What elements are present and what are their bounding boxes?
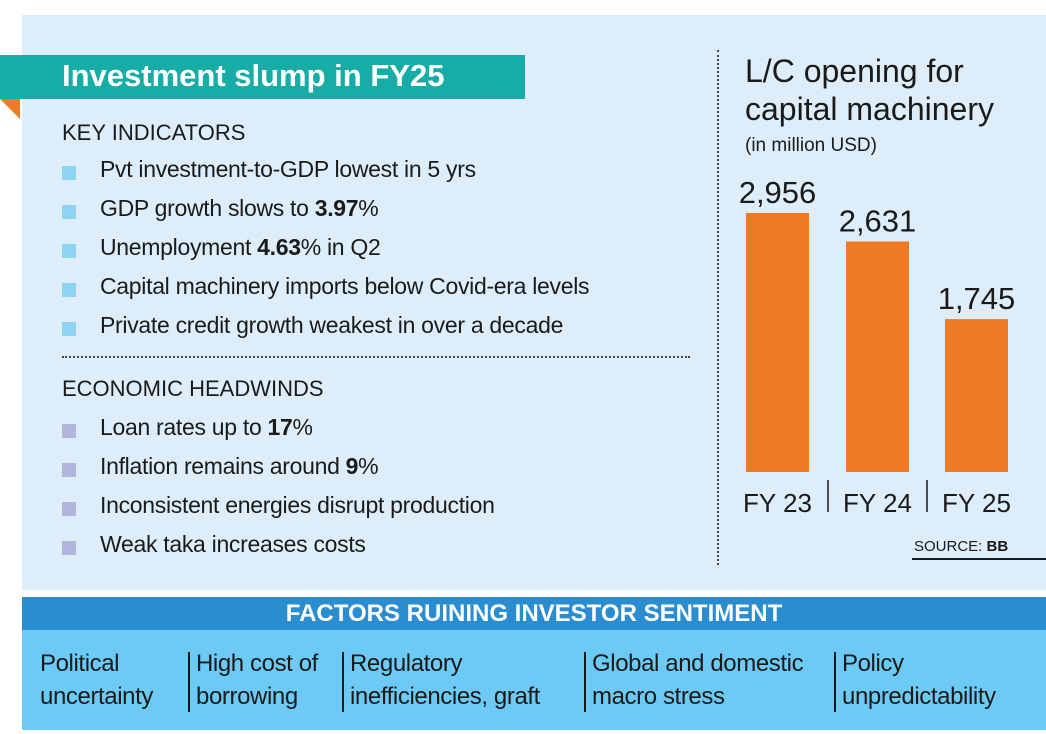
factor-separator bbox=[188, 652, 190, 712]
chart-title: L/C opening for capital machinery bbox=[745, 53, 994, 127]
bar bbox=[746, 213, 809, 472]
bullet bbox=[62, 463, 76, 477]
item-figure: 17 bbox=[267, 414, 293, 440]
source-rule bbox=[912, 558, 1046, 560]
factor-line: Global and domestic bbox=[592, 650, 804, 677]
banner-fold bbox=[0, 99, 20, 119]
bullet bbox=[62, 322, 76, 336]
item-figure: 4.63 bbox=[257, 234, 301, 260]
x-tick-label: FY 25 bbox=[942, 488, 1011, 518]
factor-line: uncertainty bbox=[40, 683, 153, 710]
factor-separator bbox=[584, 652, 586, 712]
chart: 2,956 FY 23 2,631 FY 24 1,745 FY 25 bbox=[739, 175, 1016, 518]
item-text: Loan rates up to bbox=[100, 414, 268, 440]
item-text: Inconsistent energies disrupt production bbox=[100, 492, 495, 518]
x-tick-label: FY 24 bbox=[843, 488, 912, 518]
value-label: 2,631 bbox=[839, 203, 917, 238]
factor: Policy unpredictability bbox=[842, 647, 996, 713]
item-text: GDP growth slows to bbox=[100, 195, 315, 221]
bar bbox=[945, 319, 1008, 472]
section-heading: ECONOMIC HEADWINDS bbox=[62, 376, 324, 401]
separator bbox=[717, 50, 719, 565]
title-banner bbox=[0, 55, 525, 99]
factor-line: Political bbox=[40, 650, 120, 677]
factors-heading: FACTORS RUINING INVESTOR SENTIMENT bbox=[22, 597, 1046, 630]
list-item: GDP growth slows to 3.97% bbox=[100, 195, 379, 222]
value-label: 2,956 bbox=[739, 175, 817, 210]
list-item: Capital machinery imports below Covid-er… bbox=[100, 273, 590, 300]
item-text: Pvt investment-to-GDP lowest in 5 yrs bbox=[100, 156, 476, 182]
item-text: Weak taka increases costs bbox=[100, 531, 366, 557]
item-text: Capital machinery imports below Covid-er… bbox=[100, 273, 590, 299]
factor: Regulatory inefficiencies, graft bbox=[350, 647, 540, 713]
list-item: Inconsistent energies disrupt production bbox=[100, 492, 495, 519]
item-text: % bbox=[292, 414, 313, 440]
bullet bbox=[62, 502, 76, 516]
factor-line: borrowing bbox=[196, 683, 298, 710]
item-text: % in Q2 bbox=[300, 234, 381, 260]
source-name: BB bbox=[986, 538, 1009, 555]
list-item: Unemployment 4.63% in Q2 bbox=[100, 234, 381, 261]
bullet bbox=[62, 205, 76, 219]
factor-line: Regulatory bbox=[350, 650, 463, 677]
item-text: Private credit growth weakest in over a … bbox=[100, 312, 564, 338]
x-tick-label: FY 23 bbox=[743, 488, 812, 518]
factor-line: unpredictability bbox=[842, 683, 996, 710]
value-label: 1,745 bbox=[938, 281, 1016, 316]
factors-row: Political uncertainty High cost of borrowin… bbox=[22, 630, 1046, 730]
bullet bbox=[62, 283, 76, 297]
source-label: SOURCE: bbox=[914, 538, 983, 555]
factor: Political uncertainty bbox=[40, 647, 153, 713]
item-figure: 9 bbox=[345, 453, 359, 479]
factor-separator bbox=[342, 652, 344, 712]
list-item: Private credit growth weakest in over a … bbox=[100, 312, 563, 339]
item-text: % bbox=[358, 453, 379, 479]
chart-subtitle: (in million USD) bbox=[745, 135, 877, 156]
item-text: Unemployment bbox=[100, 234, 258, 260]
item-text: % bbox=[358, 195, 379, 221]
factor: High cost of borrowing bbox=[196, 647, 318, 713]
list-item: Weak taka increases costs bbox=[100, 531, 366, 558]
list-item: Loan rates up to 17% bbox=[100, 414, 313, 441]
factor-line: inefficiencies, graft bbox=[350, 683, 540, 710]
list-item: Pvt investment-to-GDP lowest in 5 yrs bbox=[100, 156, 476, 183]
item-text: Inflation remains around bbox=[100, 453, 346, 479]
section-heading: KEY INDICATORS bbox=[62, 120, 246, 145]
factor-line: High cost of bbox=[196, 650, 318, 677]
source: SOURCE: BB bbox=[914, 538, 1008, 555]
bullet bbox=[62, 541, 76, 555]
list-item: Inflation remains around 9% bbox=[100, 453, 379, 480]
separator bbox=[62, 356, 690, 358]
title: Investment slump in FY25 bbox=[62, 58, 445, 93]
factor-line: macro stress bbox=[592, 683, 725, 710]
bullet bbox=[62, 244, 76, 258]
item-figure: 3.97 bbox=[314, 195, 359, 221]
factor-line: Policy bbox=[842, 650, 904, 677]
bullet bbox=[62, 166, 76, 180]
bar bbox=[846, 241, 909, 472]
factor: Global and domestic macro stress bbox=[592, 647, 804, 713]
factor-separator bbox=[834, 652, 836, 712]
bullet bbox=[62, 424, 76, 438]
